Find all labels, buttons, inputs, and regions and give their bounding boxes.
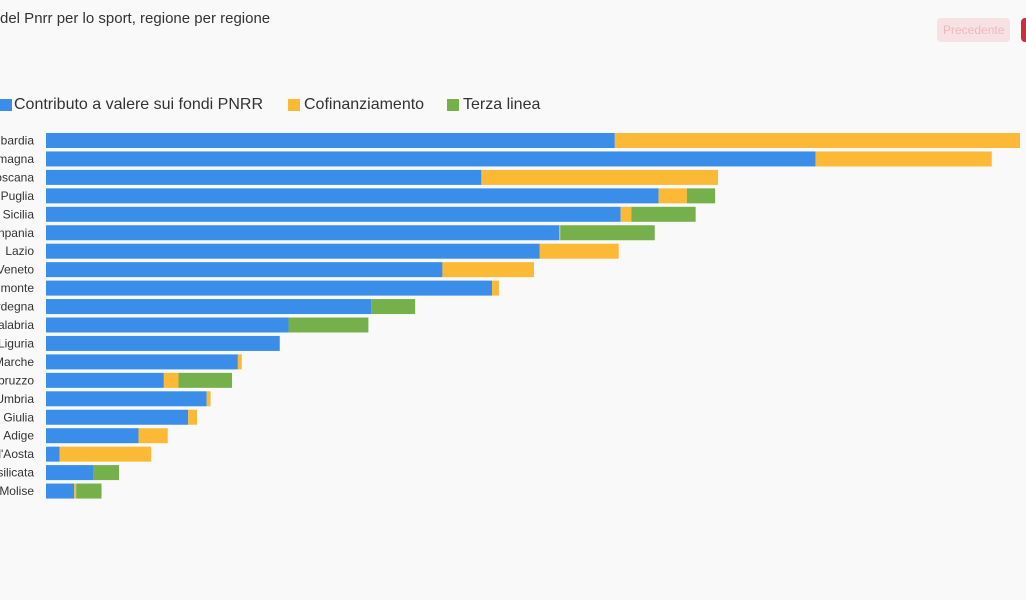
- bar-segment-cofinanziamento[interactable]: [206, 391, 211, 407]
- bar-segment-terza-linea[interactable]: [288, 317, 369, 333]
- category-label: silicata: [0, 466, 34, 480]
- bar-segment-pnrr[interactable]: [46, 151, 816, 167]
- category-label: monte: [1, 281, 35, 295]
- bar-segment-cofinanziamento[interactable]: [138, 428, 168, 444]
- category-label: Giulia: [3, 410, 34, 424]
- category-label: Sicilia: [3, 207, 35, 221]
- legend-item-cofinanziamento[interactable]: Cofinanziamento: [288, 94, 425, 116]
- bar-segment-cofinanziamento[interactable]: [492, 280, 499, 296]
- next-button[interactable]: [1021, 18, 1026, 42]
- bar-segment-cofinanziamento[interactable]: [815, 151, 992, 167]
- category-label: Marche: [0, 355, 34, 369]
- previous-button[interactable]: Precedente: [937, 18, 1011, 42]
- bar-segment-pnrr[interactable]: [46, 225, 560, 241]
- bar-segment-cofinanziamento[interactable]: [614, 133, 1020, 148]
- category-label: oscana: [0, 170, 34, 184]
- bar-segment-pnrr[interactable]: [46, 446, 60, 462]
- bar-segment-cofinanziamento[interactable]: [658, 188, 687, 204]
- bar-segment-pnrr[interactable]: [46, 372, 164, 388]
- category-label: bruzzo: [0, 373, 34, 387]
- category-label: magna: [0, 152, 34, 166]
- bar-segment-terza-linea[interactable]: [178, 372, 233, 388]
- bar-segment-pnrr[interactable]: [46, 409, 189, 425]
- bar-segment-cofinanziamento[interactable]: [163, 372, 179, 388]
- bar-segment-terza-linea[interactable]: [631, 206, 696, 222]
- category-label: Molise: [0, 484, 34, 498]
- category-label: Lazio: [5, 244, 34, 258]
- category-label: npania: [0, 226, 34, 240]
- legend-swatch-cofinanziamento: [288, 99, 300, 111]
- category-label: Veneto: [0, 263, 34, 277]
- bar-segment-terza-linea[interactable]: [93, 465, 120, 481]
- bar-segment-cofinanziamento[interactable]: [237, 354, 242, 370]
- legend-swatch-pnrr: [0, 99, 12, 111]
- category-label: alabria: [0, 318, 34, 332]
- bar-segment-pnrr[interactable]: [46, 335, 280, 351]
- bar-segment-terza-linea[interactable]: [560, 225, 655, 241]
- bar-segment-pnrr[interactable]: [46, 188, 659, 204]
- category-label: Umbria: [0, 392, 34, 406]
- bar-segment-pnrr[interactable]: [46, 483, 75, 499]
- bar-segment-pnrr[interactable]: [46, 206, 621, 222]
- legend-item-pnrr[interactable]: Contributo a valere sui fondi PNRR: [0, 94, 264, 116]
- legend-item-terza-linea[interactable]: Terza linea: [447, 94, 541, 116]
- legend-label-pnrr: Contributo a valere sui fondi PNRR: [14, 96, 264, 113]
- legend-swatch-terza-linea: [447, 99, 459, 111]
- legend-label-terza-linea: Terza linea: [463, 96, 541, 113]
- bar-segment-pnrr[interactable]: [46, 299, 372, 315]
- bar-segment-cofinanziamento[interactable]: [74, 483, 77, 499]
- category-label: bardia: [1, 134, 35, 148]
- bar-segment-pnrr[interactable]: [46, 169, 482, 185]
- category-label: rdegna: [0, 300, 34, 314]
- bar-segment-pnrr[interactable]: [46, 133, 615, 148]
- category-label: d'Aosta: [0, 447, 34, 461]
- bar-segment-cofinanziamento[interactable]: [188, 409, 197, 425]
- bar-segment-pnrr[interactable]: [46, 280, 493, 296]
- category-label: Adige: [3, 429, 34, 443]
- category-label: Puglia: [1, 189, 35, 203]
- bar-segment-cofinanziamento[interactable]: [59, 446, 152, 462]
- bar-segment-cofinanziamento[interactable]: [539, 243, 619, 259]
- bar-segment-terza-linea[interactable]: [76, 483, 102, 499]
- legend-label-cofinanziamento: Cofinanziamento: [304, 96, 425, 113]
- bar-segment-pnrr[interactable]: [46, 391, 207, 407]
- bar-segment-pnrr[interactable]: [46, 354, 238, 370]
- bar-segment-terza-linea[interactable]: [686, 188, 716, 204]
- bar-segment-pnrr[interactable]: [46, 428, 139, 444]
- bar-segment-pnrr[interactable]: [46, 317, 289, 333]
- bar-segment-cofinanziamento[interactable]: [559, 225, 561, 241]
- bar-segment-cofinanziamento[interactable]: [442, 262, 534, 278]
- bar-segment-pnrr[interactable]: [46, 262, 443, 278]
- bar-segment-cofinanziamento[interactable]: [481, 169, 719, 185]
- bar-segment-pnrr[interactable]: [46, 465, 94, 481]
- bar-segment-cofinanziamento[interactable]: [620, 206, 632, 222]
- category-label: Liguria: [0, 336, 34, 350]
- bar-segment-pnrr[interactable]: [46, 243, 540, 259]
- bar-segment-terza-linea[interactable]: [371, 299, 416, 315]
- chart-title: del Pnrr per lo sport, regione per regio…: [0, 10, 271, 27]
